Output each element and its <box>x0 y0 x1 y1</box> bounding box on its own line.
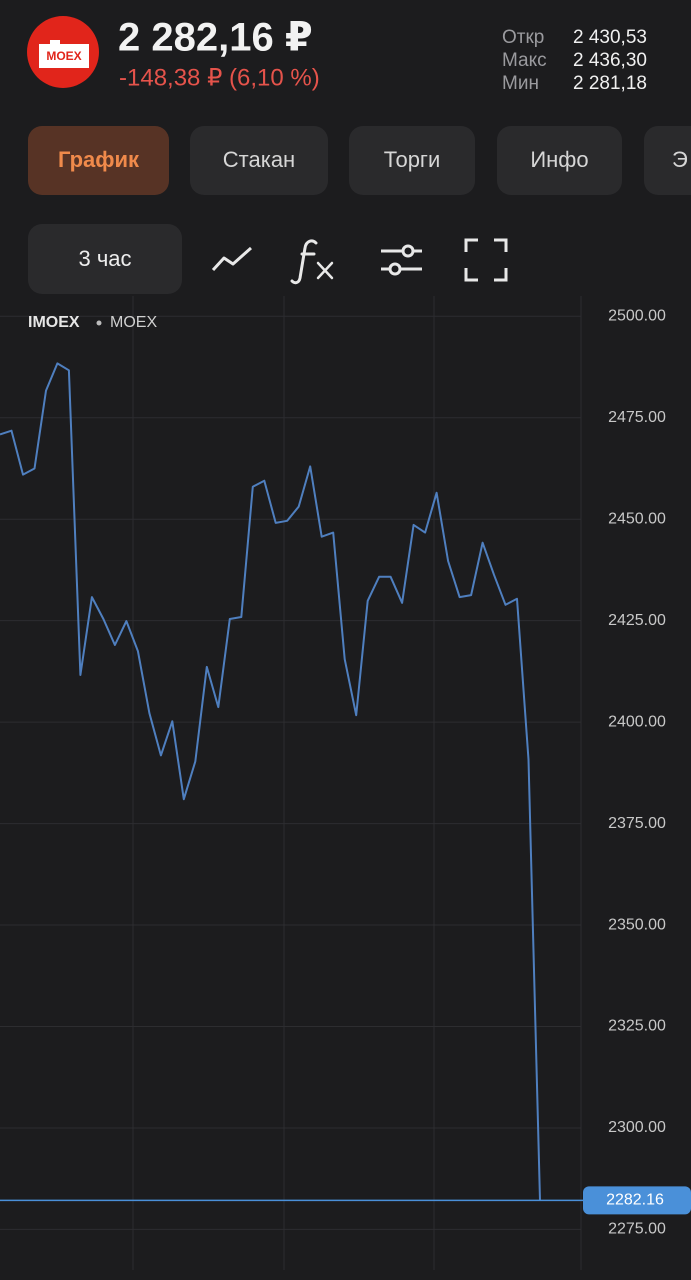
y-tick-label: 2325.00 <box>608 1018 666 1035</box>
y-tick-label: 2400.00 <box>608 713 666 730</box>
stat-label: Мин <box>502 73 539 94</box>
exchange: MOEX <box>110 314 157 331</box>
stat-label: Откр <box>502 27 544 48</box>
tab[interactable] <box>190 126 328 195</box>
logo-box <box>39 44 89 68</box>
icon-stroke <box>290 239 318 285</box>
tab[interactable] <box>644 126 691 195</box>
icon-stroke <box>316 261 334 280</box>
separator-dot <box>96 320 102 326</box>
tab[interactable] <box>28 126 169 195</box>
y-tick-label: 2275.00 <box>608 1221 666 1238</box>
ticker: IMOEX <box>28 314 80 331</box>
settings-icon[interactable] <box>381 244 422 276</box>
interval-label[interactable]: 3 час <box>78 246 131 271</box>
tab-label[interactable]: Э <box>672 147 688 172</box>
last-price-badge <box>583 1186 691 1215</box>
logo-tab <box>50 40 60 45</box>
icon-knob <box>388 262 402 276</box>
y-tick-label: 2450.00 <box>608 510 666 527</box>
last-price-label: 2282.16 <box>606 1192 664 1209</box>
price-change: -148,38 ₽ (6,10 %) <box>119 64 320 91</box>
stat-value: 2 281,18 <box>573 73 647 94</box>
tab[interactable] <box>349 126 475 195</box>
y-tick-label: 2375.00 <box>608 815 666 832</box>
stat-value: 2 436,30 <box>573 50 647 71</box>
stat-label: Макс <box>502 50 547 71</box>
tab[interactable] <box>497 126 622 195</box>
y-tick-label: 2300.00 <box>608 1119 666 1136</box>
indicators-icon[interactable] <box>290 239 334 285</box>
icon-knob <box>401 244 415 258</box>
chart: 2500.00 2475.00 2450.00 2425.00 2400.00 2375.… <box>0 296 691 1270</box>
tab-label[interactable]: Торги <box>384 147 441 172</box>
y-tick-label: 2500.00 <box>608 308 666 325</box>
y-tick-label: 2350.00 <box>608 916 666 933</box>
chart-type-icon[interactable] <box>211 246 252 272</box>
fullscreen-icon[interactable] <box>464 238 508 282</box>
y-tick-label: 2425.00 <box>608 612 666 629</box>
price-line <box>0 362 541 1201</box>
tab-label[interactable]: Стакан <box>223 147 295 172</box>
logo-text: MOEX <box>46 49 81 63</box>
tab-label[interactable]: Инфо <box>530 147 588 172</box>
y-tick-label: 2475.00 <box>608 409 666 426</box>
stat-value: 2 430,53 <box>573 27 647 48</box>
price: 2 282,16 ₽ <box>118 16 313 60</box>
interval-button[interactable] <box>28 224 182 294</box>
tab-label[interactable]: График <box>58 147 140 172</box>
